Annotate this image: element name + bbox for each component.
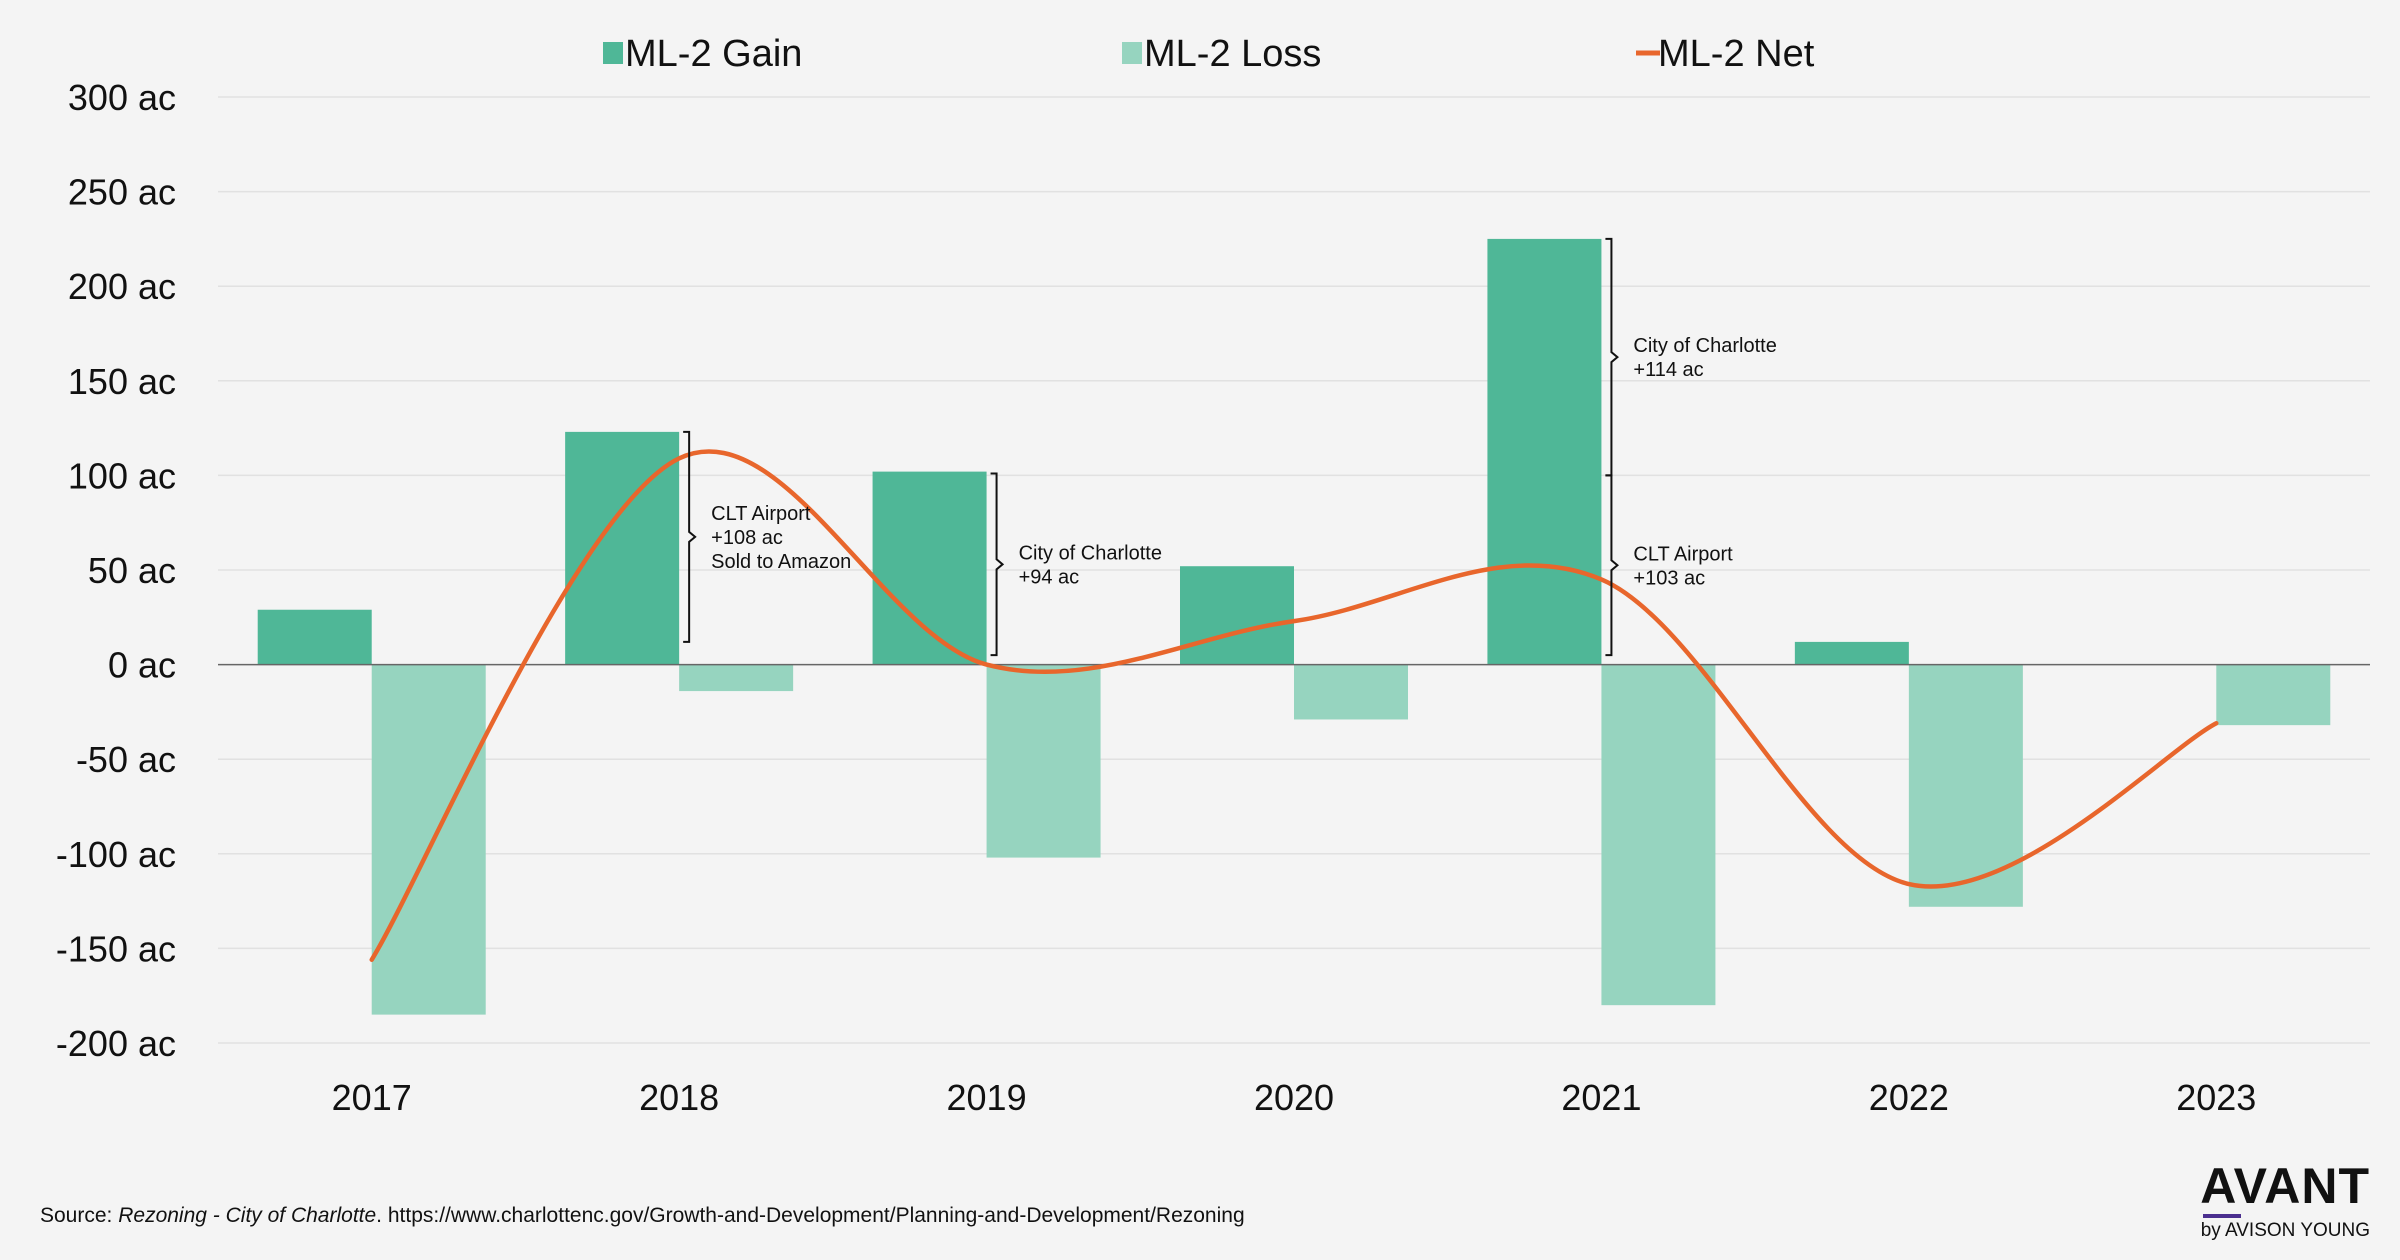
annotation-text: +114 ac: [1633, 359, 1703, 381]
annotation-text: Sold to Amazon: [711, 551, 851, 573]
annotation-bracket: [1605, 474, 1619, 657]
x-tick-label: 2022: [1869, 1077, 1949, 1118]
legend-swatch: [1122, 42, 1142, 64]
y-tick-label: -100 ac: [56, 834, 176, 875]
logo-brand: AVANT: [2200, 1158, 2370, 1214]
y-tick-label: 100 ac: [68, 455, 176, 496]
legend: ML-2 Gain ML-2 Loss ML-2 Net: [603, 33, 1815, 75]
y-tick-label: 50 ac: [88, 550, 176, 591]
x-tick-label: 2019: [947, 1077, 1027, 1118]
x-tick-label: 2017: [332, 1077, 412, 1118]
source-title: Rezoning - City of Charlotte: [118, 1204, 377, 1227]
net-line-path: [369, 449, 2219, 963]
gain-bar: [1180, 566, 1294, 665]
y-tick-label: 300 ac: [68, 77, 176, 118]
x-tick-label: 2023: [2176, 1077, 2256, 1118]
gain-bar: [1487, 238, 1602, 665]
loss-bar: [986, 664, 1101, 858]
loss-bar: [371, 664, 486, 1015]
annotation-text: CLT Airport: [711, 503, 811, 525]
x-tick-label: 2018: [639, 1077, 719, 1118]
loss-bar: [1601, 664, 1716, 1006]
loss-bar: [679, 664, 794, 692]
loss-bar: [1294, 664, 1408, 720]
y-tick-label: 250 ac: [68, 172, 176, 213]
y-tick-label: 150 ac: [68, 361, 176, 402]
y-axis: 300 ac 250 ac 200 ac 150 ac 100 ac 50 ac 0 ac -…: [56, 77, 176, 1064]
y-tick-label: 0 ac: [108, 645, 176, 686]
annotation-bracket: [1605, 237, 1619, 477]
legend-swatch: [603, 42, 623, 64]
x-tick-label: 2020: [1254, 1077, 1334, 1118]
x-axis: 2017 2018 2019 2020 2021 2022 2023: [332, 1077, 2257, 1118]
source-prefix: Source:: [40, 1204, 119, 1227]
gain-bar: [257, 609, 372, 665]
legend-label: ML-2 Net: [1658, 33, 1815, 75]
source-url: . https://www.charlottenc.gov/Growth-and…: [376, 1204, 1245, 1227]
loss-bar: [1908, 664, 2023, 907]
x-tick-label: 2021: [1561, 1077, 1641, 1118]
annotation-text: City of Charlotte: [1633, 335, 1776, 357]
loss-bar: [2216, 664, 2331, 726]
annotation-text: +103 ac: [1633, 567, 1705, 589]
gain-bar: [1794, 641, 1909, 665]
source-note: Source: Rezoning - City of Charlotte. ht…: [40, 1204, 1245, 1228]
logo-sub: by AVISON YOUNG: [2200, 1220, 2370, 1241]
y-tick-label: -150 ac: [56, 928, 176, 969]
logo-underline: [2203, 1214, 2241, 1218]
annotation-text: +108 ac: [711, 527, 783, 549]
gain-bar: [872, 471, 987, 665]
annotation-text: City of Charlotte: [1019, 542, 1162, 564]
annotation-text: +94 ac: [1019, 566, 1080, 588]
logo: AVANT by AVISON YOUNG: [2120, 1160, 2370, 1244]
legend-label: ML-2 Gain: [625, 33, 802, 75]
net-line: [369, 449, 2219, 963]
annotation-bracket: [990, 472, 1005, 657]
legend-label: ML-2 Loss: [1144, 33, 1321, 75]
y-tick-label: -50 ac: [76, 739, 176, 780]
annotation-text: CLT Airport: [1633, 543, 1733, 565]
y-tick-label: -200 ac: [56, 1023, 176, 1064]
y-tick-label: 200 ac: [68, 266, 176, 307]
bars: [257, 238, 2331, 1015]
annotation-bracket: [683, 430, 697, 643]
